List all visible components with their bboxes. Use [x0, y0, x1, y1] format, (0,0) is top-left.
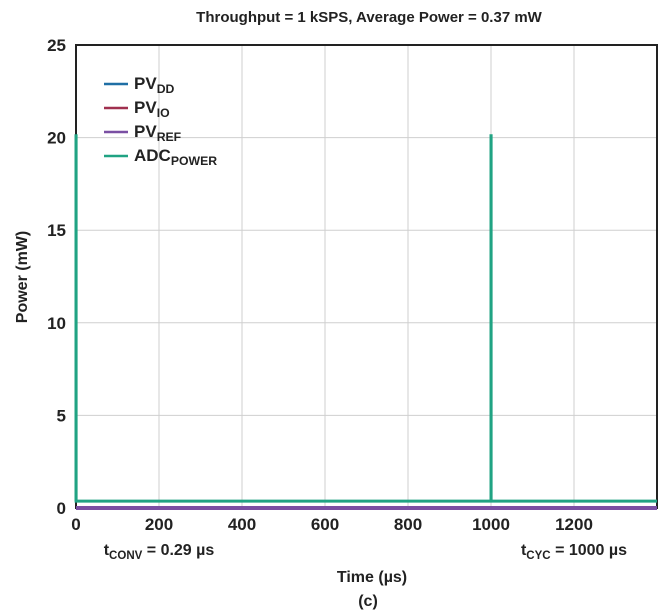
y-tick-label: 10: [47, 314, 66, 333]
chart-title: Throughput = 1 kSPS, Average Power = 0.3…: [196, 9, 542, 26]
annotation-base: t: [521, 542, 527, 559]
annotation-base: t: [104, 542, 110, 559]
legend-entry-sub: REF: [157, 130, 182, 144]
legend-entry: ADCPOWER: [134, 146, 217, 168]
y-tick-label: 0: [57, 499, 66, 518]
legend-entry-base: ADC: [134, 146, 171, 165]
y-tick-label: 15: [47, 221, 66, 240]
x-tick-label: 1000: [472, 515, 510, 534]
y-tick-label: 5: [57, 406, 66, 425]
x-axis-label: Time (µs): [337, 569, 407, 586]
annotation: tCYC = 1000 µs: [521, 542, 627, 562]
legend-entry-sub: IO: [157, 106, 170, 120]
annotation-text: = 0.29 µs: [142, 542, 214, 559]
annotation-sub: CONV: [109, 550, 143, 562]
x-tick-label: 600: [311, 515, 339, 534]
y-tick-label: 25: [47, 36, 66, 55]
x-tick-label: 800: [394, 515, 422, 534]
x-tick-label: 400: [228, 515, 256, 534]
x-tick-label: 0: [71, 515, 80, 534]
y-axis-label: Power (mW): [14, 231, 31, 323]
x-tick-label: 200: [145, 515, 173, 534]
figure-caption: (c): [358, 593, 378, 610]
annotation-text: = 1000 µs: [551, 542, 627, 559]
series-line-adc-power: [74, 134, 657, 503]
annotation-sub: CYC: [526, 550, 550, 562]
annotation: tCONV = 0.29 µs: [104, 542, 215, 562]
y-tick-label: 20: [47, 129, 66, 148]
legend-entry-base: PV: [134, 98, 157, 117]
legend-entry: PVREF: [134, 122, 182, 144]
legend-entry: PVIO: [134, 98, 170, 120]
legend-entry-base: PV: [134, 74, 157, 93]
x-tick-label: 1200: [555, 515, 593, 534]
legend-entry-base: PV: [134, 122, 157, 141]
legend-entry-sub: POWER: [171, 154, 217, 168]
legend-entry-sub: DD: [157, 82, 175, 96]
legend-entry: PVDD: [134, 74, 175, 96]
